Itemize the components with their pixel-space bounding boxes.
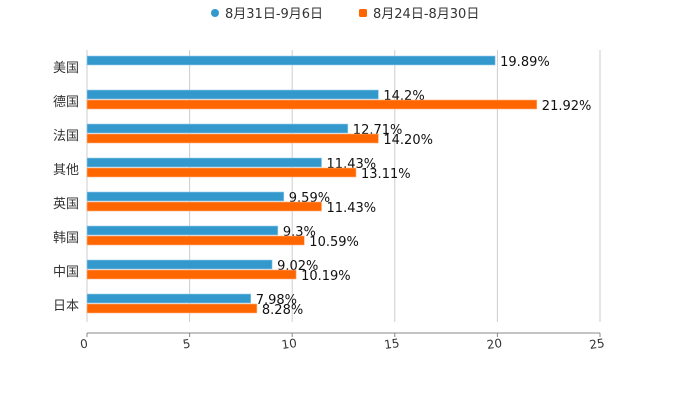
legend-label-series-1: 8月31日-9月6日 xyxy=(225,7,323,22)
category-label: 中国 xyxy=(53,265,79,280)
data-label: 11.43% xyxy=(327,201,377,216)
x-tick-label: 0 xyxy=(79,337,89,352)
data-label: 8.28% xyxy=(262,303,303,318)
bar-series-2 xyxy=(86,133,379,144)
x-tick-label: 25 xyxy=(588,336,605,352)
data-label: 7.98% xyxy=(256,293,297,308)
legend-item-series-2[interactable]: 8月24日-8月30日 xyxy=(359,7,479,22)
bar-series-2 xyxy=(86,201,322,212)
bars: 19.89%14.2%21.92%12.71%14.20%11.43%13.11… xyxy=(86,55,592,318)
bar-series-1 xyxy=(86,293,252,304)
bar-series-1 xyxy=(86,157,322,168)
category-label: 德国 xyxy=(53,95,79,110)
x-tick-label: 15 xyxy=(383,336,400,352)
x-tick-label: 20 xyxy=(486,336,503,352)
category-label: 其他 xyxy=(53,163,79,178)
legend-marker-series-1 xyxy=(211,9,219,17)
bar-series-2 xyxy=(86,235,305,246)
bar-series-2 xyxy=(86,303,258,314)
x-tick-label: 10 xyxy=(281,336,298,352)
bar-series-2 xyxy=(86,269,297,280)
data-label: 10.59% xyxy=(309,235,359,250)
data-label: 14.20% xyxy=(383,133,433,148)
category-label: 韩国 xyxy=(53,231,79,246)
x-axis: 0 5 10 15 20 25 xyxy=(79,332,606,352)
bar-series-2 xyxy=(86,167,357,178)
category-label: 日本 xyxy=(53,299,79,314)
legend-marker-series-2 xyxy=(359,9,367,17)
legend-label-series-2: 8月24日-8月30日 xyxy=(373,7,479,22)
bar-series-1 xyxy=(86,259,273,270)
data-label: 19.89% xyxy=(500,55,550,70)
bar-series-1 xyxy=(86,225,279,236)
category-label: 法国 xyxy=(53,129,79,144)
bar-series-1 xyxy=(86,191,285,202)
legend: 8月31日-9月6日 8月24日-8月30日 xyxy=(211,7,479,22)
x-tick-label: 5 xyxy=(182,337,192,352)
legend-item-series-1[interactable]: 8月31日-9月6日 xyxy=(211,7,323,22)
bar-series-2 xyxy=(86,99,538,110)
bar-series-1 xyxy=(86,123,349,134)
data-label: 13.11% xyxy=(361,167,411,182)
category-label: 美国 xyxy=(53,61,79,76)
data-label: 21.92% xyxy=(542,99,592,114)
bar-series-1 xyxy=(86,55,496,66)
bar-series-1 xyxy=(86,89,379,100)
category-label: 英国 xyxy=(53,197,79,212)
data-label: 10.19% xyxy=(301,269,351,284)
